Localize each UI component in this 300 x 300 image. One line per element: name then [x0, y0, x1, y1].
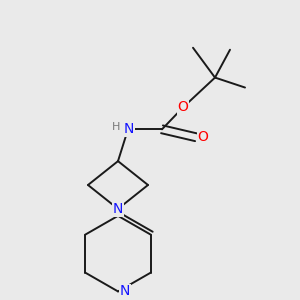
- Text: N: N: [113, 202, 123, 216]
- Text: N: N: [120, 284, 130, 298]
- Text: O: O: [178, 100, 188, 114]
- Text: H: H: [112, 122, 120, 132]
- Text: N: N: [124, 122, 134, 136]
- Text: O: O: [198, 130, 208, 144]
